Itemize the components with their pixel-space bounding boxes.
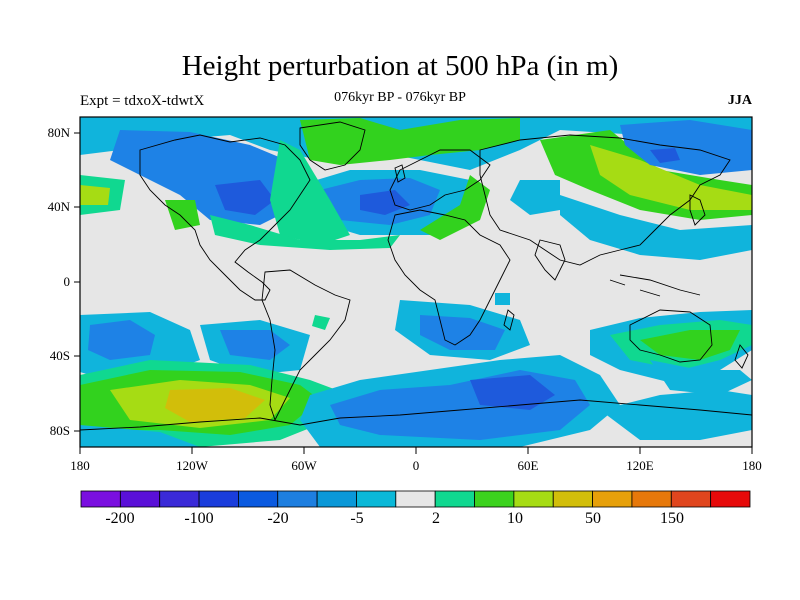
coastline-britain <box>394 164 406 183</box>
colorbar-swatch <box>80 490 121 508</box>
colorbar-labels: -200 -100 -20 -5 2 10 50 150 <box>105 510 684 527</box>
coastline-japan <box>689 194 706 226</box>
colorbar-label: 2 <box>432 510 440 527</box>
coastline-india <box>534 239 566 281</box>
anomaly-region <box>650 360 752 395</box>
lon-tick-label: 60E <box>518 458 539 473</box>
lat-tick-label: 40N <box>48 199 71 214</box>
experiment-label: Expt = tdxoX-tdwtX <box>80 93 205 109</box>
anomaly-region <box>80 425 200 447</box>
anomaly-region <box>620 120 752 175</box>
lon-tick-label: 180 <box>70 458 90 473</box>
colorbar-label: 50 <box>585 510 601 527</box>
anomaly-region <box>495 293 510 305</box>
lon-tick-label: 0 <box>413 458 420 473</box>
colorbar-swatch <box>670 490 712 508</box>
anomaly-region <box>165 388 265 422</box>
lon-ticks <box>79 447 753 454</box>
lat-tick-label: 80N <box>48 125 71 140</box>
colorbar-label: -100 <box>184 510 213 527</box>
colorbar-swatch <box>198 490 239 508</box>
anomaly-region <box>640 330 740 360</box>
lon-tick-label: 120W <box>176 458 209 473</box>
colorbar-swatch <box>277 490 318 508</box>
colorbar-swatch <box>631 490 672 508</box>
colorbar-label: 150 <box>660 510 684 527</box>
coastline-antarctica <box>80 399 752 431</box>
colorbar <box>80 490 751 508</box>
lat-tick-label: 80S <box>50 423 70 438</box>
anomaly-region <box>510 180 560 215</box>
colorbar-swatch <box>159 490 200 508</box>
colorbar-swatch <box>513 490 554 508</box>
anomaly-region <box>470 375 555 410</box>
colorbar-label: -5 <box>350 510 363 527</box>
lon-tick-label: 60W <box>291 458 317 473</box>
anomaly-region <box>88 320 155 360</box>
lon-tick-labels: 180 120W 60W 0 60E 120E 180 <box>70 458 762 473</box>
lat-ticks <box>74 132 80 432</box>
lat-tick-labels: 80N 40N 0 40S 80S <box>48 125 71 438</box>
coastline-new-zealand <box>734 344 749 369</box>
colorbar-swatch <box>552 490 593 508</box>
coastline-africa <box>387 209 511 346</box>
anomaly-region <box>590 145 752 210</box>
colorbar-swatch <box>395 490 436 508</box>
colorbar-swatch <box>474 490 515 508</box>
anomaly-region <box>270 140 350 245</box>
field-layer <box>80 117 752 447</box>
coastline-south-america <box>261 269 351 422</box>
anomaly-region <box>312 315 330 330</box>
coastline-europe <box>389 149 491 211</box>
lon-tick-label: 180 <box>742 458 762 473</box>
anomaly-region <box>560 195 752 260</box>
anomaly-region <box>300 118 520 165</box>
coastline-greenland <box>299 121 366 171</box>
coastline-islands <box>609 274 701 297</box>
colorbar-swatch <box>238 490 279 508</box>
colorbar-label: -20 <box>267 510 288 527</box>
anomaly-region <box>165 200 200 230</box>
coastlines <box>80 121 752 431</box>
chart-subtitle: 076kyr BP - 076kyr BP <box>334 90 466 105</box>
chart-title: Height perturbation at 500 hPa (in m) <box>181 50 619 82</box>
anomaly-region <box>360 190 410 215</box>
anomaly-region <box>600 390 752 440</box>
colorbar-label: -200 <box>105 510 134 527</box>
coastline-north-america <box>139 134 311 301</box>
anomaly-region <box>420 175 490 240</box>
colorbar-swatch <box>592 490 633 508</box>
colorbar-swatch <box>356 490 397 508</box>
anomaly-region <box>215 180 275 215</box>
colorbar-swatch <box>316 490 357 508</box>
lon-tick-label: 120E <box>626 458 654 473</box>
colorbar-swatch <box>434 490 475 508</box>
lat-tick-label: 0 <box>64 274 71 289</box>
colorbar-swatch <box>119 490 161 508</box>
coastline-australia <box>629 309 713 363</box>
anomaly-region <box>650 148 680 163</box>
anomaly-region <box>80 185 110 205</box>
season-label: JJA <box>727 93 752 108</box>
coastline-asia <box>479 134 731 266</box>
colorbar-swatch <box>710 490 751 508</box>
colorbar-label: 10 <box>507 510 523 527</box>
lat-tick-label: 40S <box>50 348 70 363</box>
coastline-madagascar <box>503 309 515 331</box>
